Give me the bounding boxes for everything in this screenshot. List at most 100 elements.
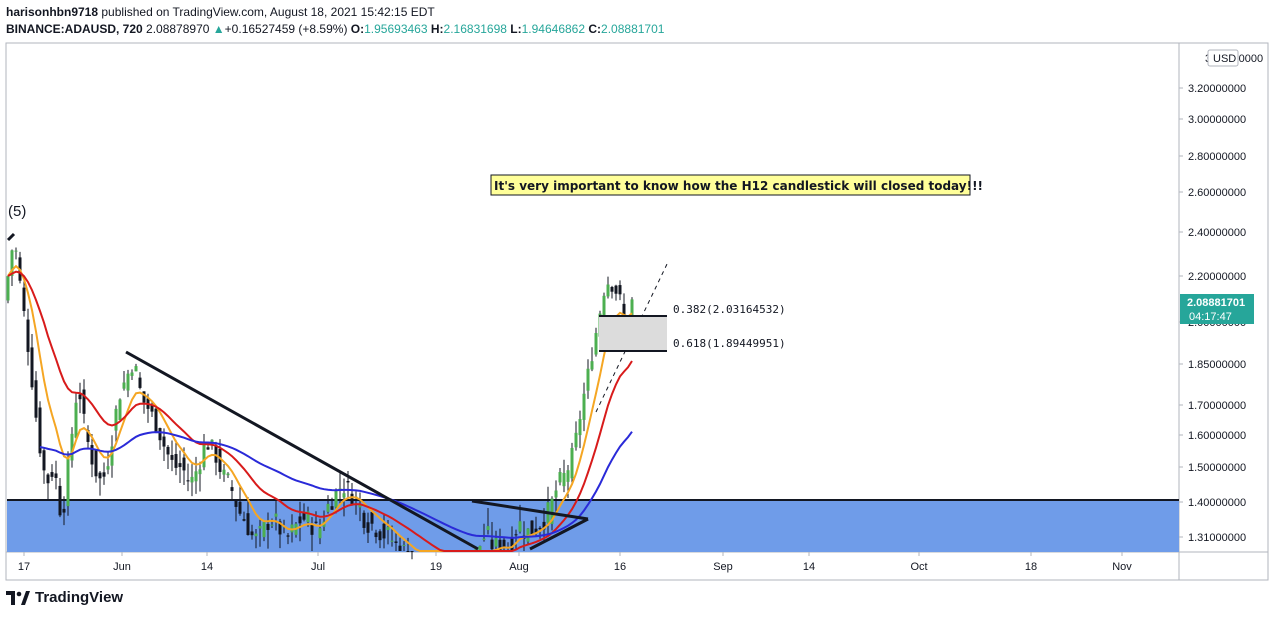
candle-body	[274, 513, 278, 517]
candle-body	[402, 544, 406, 546]
candle-body	[258, 526, 262, 529]
candle-body	[382, 523, 386, 539]
candle-body	[530, 520, 534, 535]
tradingview-logo-icon	[6, 590, 30, 605]
current-price-label: 2.08881701	[1187, 297, 1245, 309]
candle-body	[142, 391, 146, 403]
candle-body	[558, 472, 562, 483]
candle-body	[478, 545, 482, 551]
candle-body	[538, 527, 542, 530]
y-tick-label: 2.40000000	[1188, 227, 1246, 239]
candle-body	[158, 428, 162, 441]
candle-body	[206, 447, 210, 450]
candle-body	[134, 366, 138, 372]
x-tick-label: 16	[614, 561, 626, 573]
candle-body	[518, 521, 522, 532]
ema-slow-line[interactable]	[39, 431, 633, 539]
candle-body	[586, 368, 590, 391]
currency-badge[interactable]	[1207, 49, 1239, 67]
candle-body	[550, 498, 554, 525]
high-value: 2.16831698	[443, 22, 507, 36]
candle-body	[34, 380, 38, 418]
x-tick-label: 19	[430, 561, 442, 573]
candle-body	[262, 522, 266, 538]
author-name[interactable]: harisonhbn9718	[6, 5, 99, 19]
candle-body	[306, 511, 310, 523]
ohlc-line: BINANCE:ADAUSD, 720 2.08878970 ▲+0.16527…	[6, 21, 664, 37]
candle-body	[26, 319, 30, 352]
candle-body	[314, 521, 318, 523]
brand-name: TradingView	[35, 589, 124, 606]
candle-body	[234, 500, 238, 507]
candle-body	[78, 394, 82, 400]
candle-body	[346, 480, 350, 483]
candle-body	[22, 287, 26, 312]
candle-body	[486, 526, 490, 531]
y-tick-label: 2.20000000	[1188, 271, 1246, 283]
candle-body	[606, 284, 610, 297]
candle-body	[58, 485, 62, 516]
candle-body	[590, 361, 594, 370]
candle-body	[318, 528, 322, 539]
candle-body	[90, 445, 94, 465]
candle-body	[114, 408, 118, 431]
candle-body	[246, 513, 250, 536]
candle-body	[226, 473, 230, 476]
candle-body	[54, 473, 58, 478]
candle-body	[290, 524, 294, 533]
publish-line: harisonhbn9718 published on TradingView.…	[6, 4, 435, 20]
time-axis[interactable]: 17 Jun 14 Jul 19 Aug 16 Sep 14 Oct 18 Nov	[18, 552, 1132, 573]
candle-body	[178, 463, 182, 468]
candle-body	[242, 519, 246, 521]
open-label: O:	[350, 22, 365, 36]
published-text: published on TradingView.com, August 18,…	[101, 5, 435, 19]
fib-zone	[599, 316, 667, 351]
downtrend-line[interactable]	[125, 350, 479, 551]
candle-body	[298, 516, 302, 524]
candle-body	[390, 540, 394, 542]
candle-body	[194, 471, 198, 482]
wave-marker-line	[6, 232, 16, 242]
candle-body	[562, 472, 566, 487]
triangle-lower-line[interactable]	[529, 517, 589, 551]
candle-body	[490, 539, 494, 550]
candle-body	[66, 458, 70, 507]
candle-body	[62, 508, 66, 513]
tradingview-logo[interactable]: TradingView	[6, 589, 123, 606]
candle-body	[358, 504, 362, 508]
y-tick-label: 1.50000000	[1188, 462, 1246, 474]
candle-body	[410, 551, 414, 552]
candle-body	[574, 432, 578, 448]
annotation-box[interactable]	[490, 174, 971, 196]
candle-body	[6, 276, 10, 301]
candle-body	[222, 469, 226, 475]
low-label: L:	[510, 22, 522, 36]
candle-body	[130, 372, 134, 376]
last-price: 2.08878970	[146, 22, 210, 36]
candle-body	[542, 521, 546, 530]
low-value: 1.94646862	[521, 22, 586, 36]
candle-body	[74, 402, 78, 438]
candle-body	[182, 457, 186, 471]
candle-body	[230, 487, 234, 491]
candle-body	[50, 472, 54, 477]
ema-mid-line[interactable]	[7, 270, 633, 552]
triangle-upper-line[interactable]	[471, 499, 589, 521]
candle-body	[254, 533, 258, 537]
wave-5-label: (5)	[8, 203, 26, 220]
candle-body	[70, 433, 74, 461]
candle-body	[14, 250, 18, 252]
candle-body	[510, 538, 514, 551]
candle-body	[362, 512, 366, 528]
y-tick-label: 1.60000000	[1188, 430, 1246, 442]
x-tick-label: 14	[803, 561, 815, 573]
candle-body	[342, 493, 346, 498]
x-tick-label: Nov	[1112, 561, 1132, 573]
candle-body	[278, 521, 282, 535]
candle-body	[534, 528, 538, 534]
candle-body	[330, 506, 334, 510]
high-label: H:	[430, 22, 444, 36]
candle-body	[594, 333, 598, 355]
y-tick-label: 1.70000000	[1188, 400, 1246, 412]
